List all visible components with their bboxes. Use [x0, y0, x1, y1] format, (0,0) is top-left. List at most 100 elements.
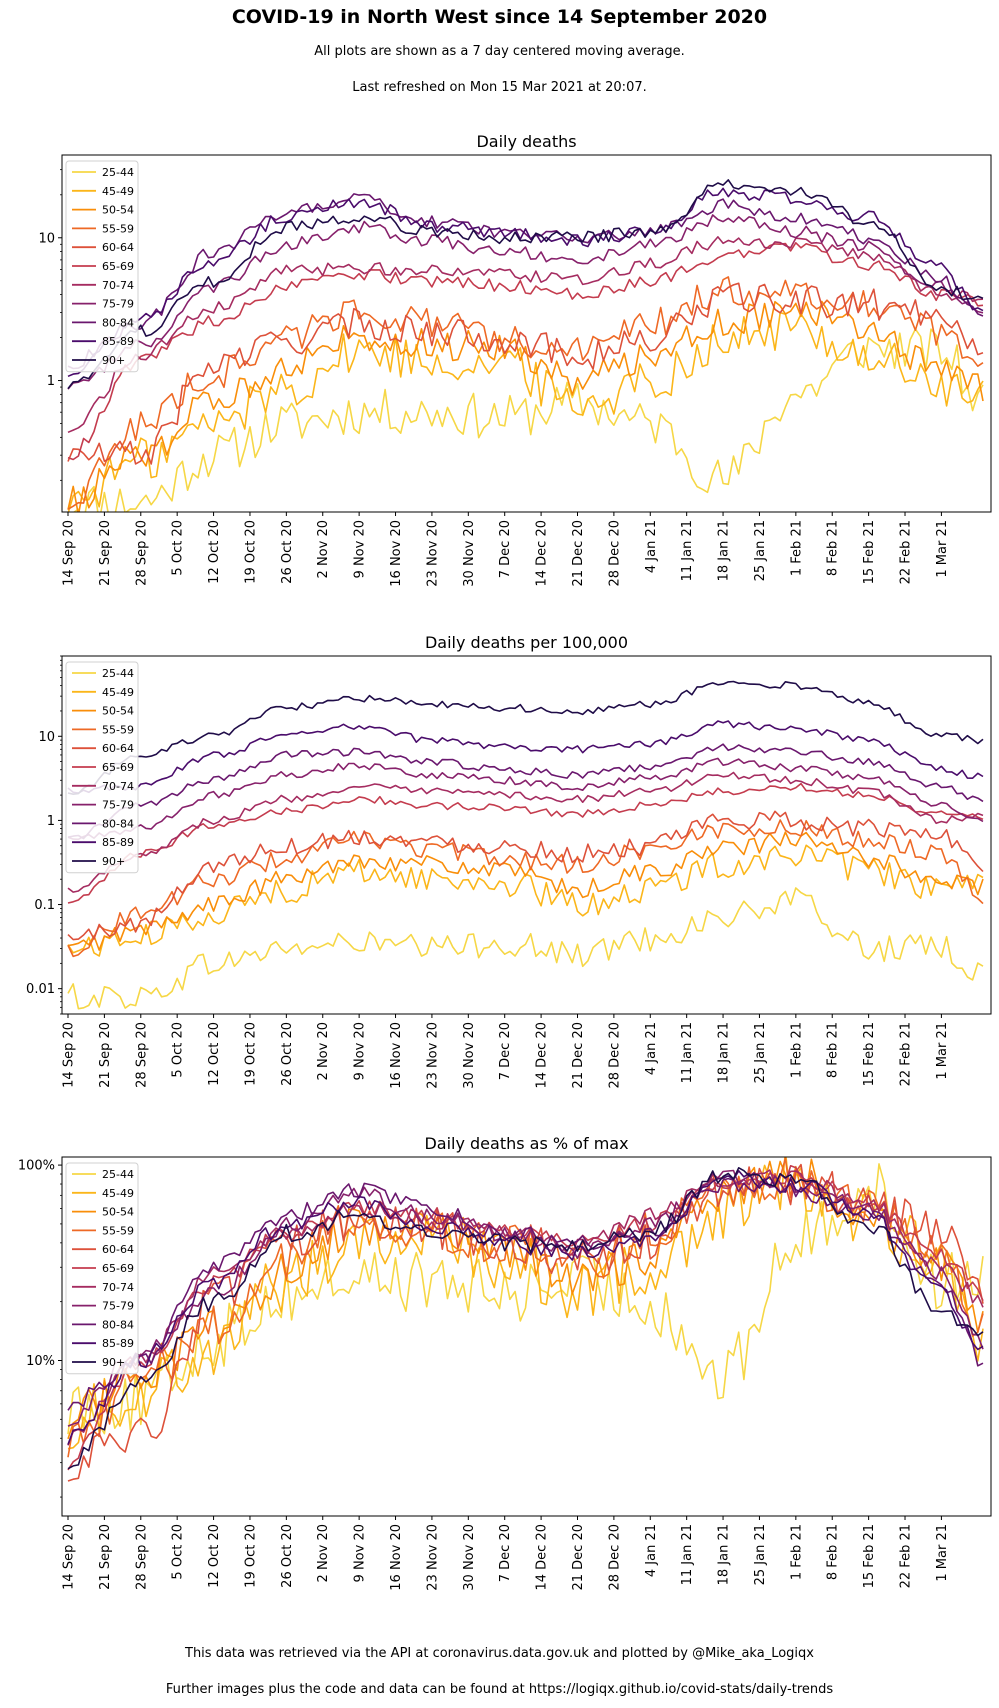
y-tick-label: 10 — [38, 730, 55, 745]
x-tick-label: 1 Feb 21 — [789, 520, 804, 576]
footer-source: This data was retrieved via the API at c… — [185, 1646, 814, 1661]
legend-label: 75-79 — [102, 298, 134, 311]
legend-label: 80-84 — [102, 316, 134, 329]
x-tick-label: 26 Oct 20 — [280, 1524, 295, 1588]
series-line-75-79 — [67, 757, 984, 841]
x-tick-label: 30 Nov 20 — [462, 1022, 477, 1089]
chart-panel-1: Daily deaths 1 10 14 Sep 20 21 Sep 20 28 Sep … — [38, 132, 992, 587]
chart-title: Daily deaths as % of max — [424, 1134, 628, 1153]
legend-label: 90+ — [102, 354, 125, 367]
x-tick-label: 1 Feb 21 — [789, 1524, 804, 1580]
series-line-75-79 — [67, 1169, 984, 1427]
series-line-25-44 — [67, 887, 984, 1010]
series-line-85-89 — [67, 720, 984, 794]
series-line-70-74 — [67, 1169, 984, 1446]
series-line-65-69 — [67, 782, 984, 904]
legend-box — [65, 160, 139, 373]
series-line-65-69 — [67, 1165, 984, 1471]
x-tick-label: 8 Feb 21 — [826, 520, 841, 576]
x-tick-label: 1 Mar 21 — [935, 1524, 950, 1582]
x-tick-label: 15 Feb 21 — [862, 1022, 877, 1086]
x-tick-label: 23 Nov 20 — [425, 520, 440, 587]
series-line-45-49 — [67, 844, 984, 957]
x-tick-label: 12 Oct 20 — [207, 520, 222, 584]
x-tick-label: 2 Nov 20 — [316, 520, 331, 578]
legend-label: 75-79 — [102, 1300, 134, 1313]
legend-label: 85-89 — [102, 836, 134, 849]
chart-panel-3: Daily deaths as % of max 10% 100% 14 Sep 20… — [18, 1134, 992, 1591]
legend-label: 80-84 — [102, 817, 134, 830]
chart-title: Daily deaths per 100,000 — [425, 633, 628, 652]
series-line-70-74 — [67, 236, 984, 434]
x-tick-label: 11 Jan 21 — [680, 520, 695, 581]
series-line-55-59 — [67, 1157, 984, 1458]
legend-label: 55-59 — [102, 222, 134, 235]
legend: 25-44 45-49 50-54 55-59 60-64 65-69 70-74 75-79… — [65, 160, 139, 373]
series-line-50-54 — [67, 300, 984, 512]
legend-label: 45-49 — [102, 686, 134, 699]
x-tick-label: 5 Oct 20 — [171, 520, 186, 576]
plot-frame — [61, 1156, 992, 1517]
x-tick-label: 7 Dec 20 — [498, 520, 513, 578]
x-tick-label: 4 Jan 21 — [644, 1022, 659, 1075]
legend-label: 65-69 — [102, 260, 134, 273]
x-tick-label: 28 Sep 20 — [134, 1022, 149, 1088]
legend-label: 45-49 — [102, 1187, 134, 1200]
legend-label: 65-69 — [102, 761, 134, 774]
legend-label: 75-79 — [102, 799, 134, 812]
series-line-90plus — [67, 1167, 984, 1470]
x-tick-label: 7 Dec 20 — [498, 1022, 513, 1080]
x-tick-label: 12 Oct 20 — [207, 1022, 222, 1086]
legend-label: 50-54 — [102, 1206, 134, 1219]
legend-box — [65, 1162, 139, 1375]
x-tick-label: 28 Sep 20 — [134, 520, 149, 586]
legend-label: 70-74 — [102, 1281, 134, 1294]
series-line-70-74 — [67, 771, 984, 893]
x-tick-label: 19 Oct 20 — [243, 520, 258, 584]
series-line-90plus — [67, 680, 984, 796]
x-tick-label: 4 Jan 21 — [644, 520, 659, 573]
x-tick-label: 22 Feb 21 — [899, 1524, 914, 1588]
series-line-80-84 — [67, 193, 984, 370]
legend-label: 85-89 — [102, 335, 134, 348]
legend-label: 90+ — [102, 1356, 125, 1369]
x-tick-label: 14 Dec 20 — [535, 1022, 550, 1089]
plot-frame — [61, 655, 992, 1015]
x-tick-label: 19 Oct 20 — [243, 1524, 258, 1588]
x-tick-label: 28 Dec 20 — [607, 520, 622, 587]
x-tick-label: 21 Sep 20 — [98, 1022, 113, 1088]
x-tick-label: 15 Feb 21 — [862, 1524, 877, 1588]
chart-title: Daily deaths — [476, 132, 576, 151]
legend-label: 60-64 — [102, 1243, 134, 1256]
x-tick-label: 28 Sep 20 — [134, 1524, 149, 1590]
x-tick-label: 16 Nov 20 — [389, 520, 404, 587]
y-tick-label: 1 — [47, 374, 55, 389]
legend-label: 90+ — [102, 855, 125, 868]
x-tick-label: 14 Dec 20 — [535, 1524, 550, 1591]
x-tick-label: 1 Feb 21 — [789, 1022, 804, 1078]
x-tick-label: 16 Nov 20 — [389, 1022, 404, 1089]
y-tick-label: 0.01 — [26, 982, 55, 997]
y-tick-label: 0.1 — [34, 898, 55, 913]
x-tick-label: 4 Jan 21 — [644, 1524, 659, 1577]
legend-label: 25-44 — [102, 1168, 134, 1181]
series-lines — [67, 680, 984, 1010]
series-line-25-44 — [72, 328, 984, 512]
subtitle-moving-average: All plots are shown as a 7 day centered … — [314, 44, 685, 59]
series-line-60-64 — [67, 810, 984, 941]
x-tick-label: 11 Jan 21 — [680, 1022, 695, 1083]
series-line-45-49 — [67, 311, 984, 512]
x-tick-label: 12 Oct 20 — [207, 1524, 222, 1588]
legend-label: 70-74 — [102, 780, 134, 793]
legend-box — [65, 661, 139, 874]
legend-label: 25-44 — [102, 166, 134, 179]
series-line-75-79 — [67, 214, 984, 390]
legend-label: 50-54 — [102, 204, 134, 217]
legend-label: 60-64 — [102, 241, 134, 254]
x-tick-label: 8 Feb 21 — [826, 1022, 841, 1078]
legend-label: 45-49 — [102, 185, 134, 198]
x-tick-label: 30 Nov 20 — [462, 1524, 477, 1591]
legend-label: 50-54 — [102, 705, 134, 718]
y-tick-label: 10% — [26, 1354, 55, 1369]
series-line-55-59 — [67, 819, 984, 958]
